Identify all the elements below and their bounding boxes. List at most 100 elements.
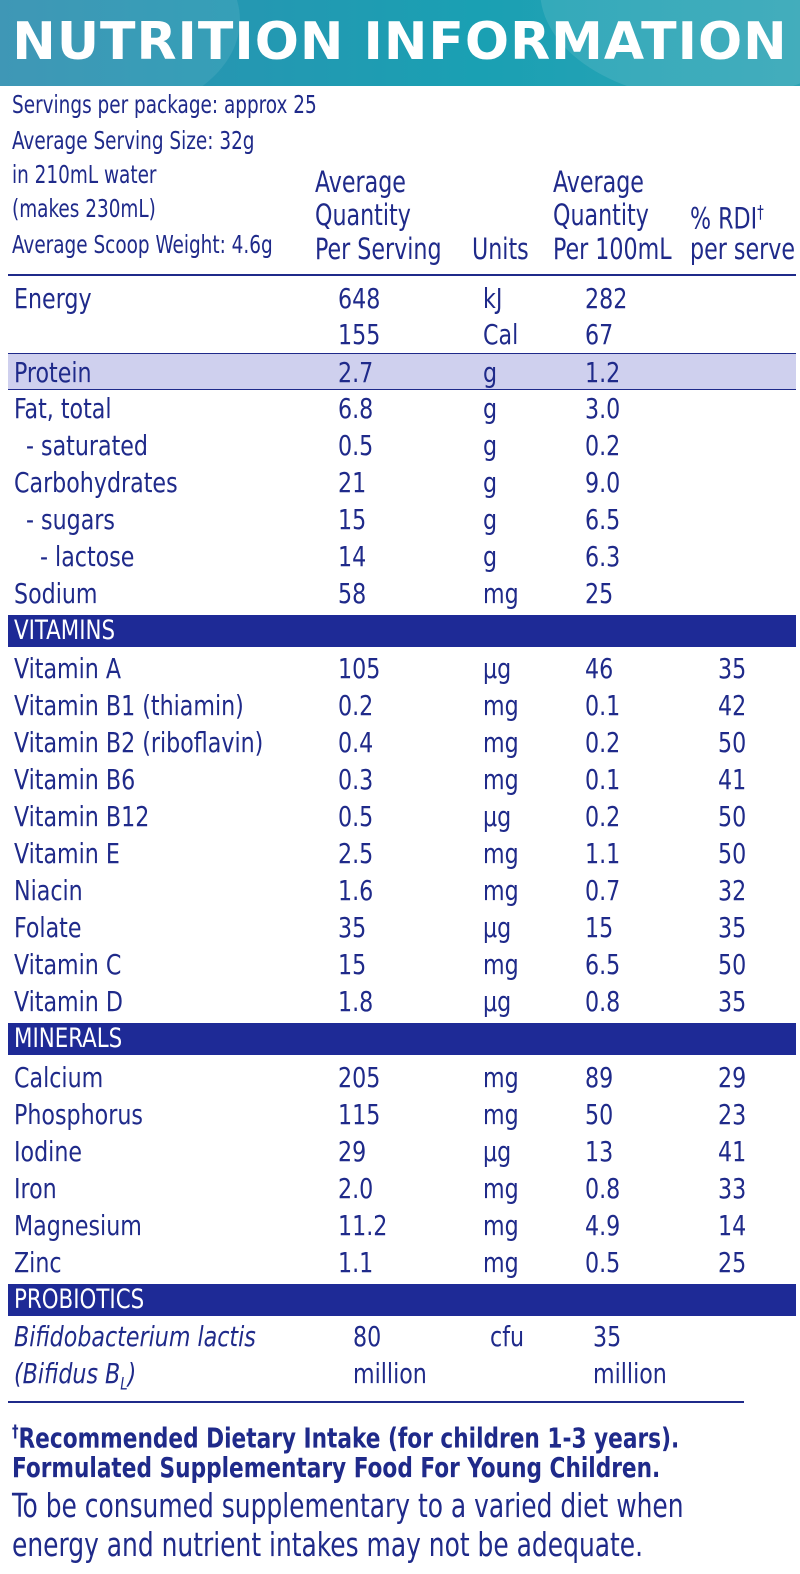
rdi-percent: 50 [718, 800, 747, 833]
nutrient-row-protein: Protein 2.7 g 1.2 [8, 353, 796, 390]
rdi-percent: 41 [718, 1135, 747, 1168]
value-per-100ml: 6.3 [585, 540, 621, 573]
footnote-rdi: †Recommended Dietary Intake (for childre… [12, 1421, 680, 1455]
nutrient-name: Vitamin D [14, 985, 123, 1018]
unit: µg [483, 911, 512, 944]
vitamin-row: Vitamin B6 0.3 mg 0.1 41 [8, 761, 796, 798]
unit: µg [483, 652, 512, 685]
value-per-serving: 0.4 [338, 726, 374, 759]
rdi-percent: 42 [718, 689, 747, 722]
nutrient-name: Vitamin B2 (riboflavin) [14, 726, 264, 759]
value-per-100ml: 0.2 [585, 800, 621, 833]
rdi-percent: 23 [718, 1098, 747, 1131]
value-per-serving: 2.7 [338, 356, 374, 389]
value-per-100ml: 0.5 [585, 1246, 621, 1279]
footer-divider [8, 1401, 744, 1403]
unit: mg [483, 1246, 519, 1279]
nutrient-row-lactose: - lactose 14 g 6.3 [8, 538, 796, 575]
nutrient-name: - saturated [26, 429, 149, 462]
rdi-percent: 50 [718, 948, 747, 981]
value-per-100ml: 0.8 [585, 985, 621, 1018]
value-per-100ml: 0.1 [585, 689, 621, 722]
value-per-100ml: 0.8 [585, 1172, 621, 1205]
unit: kJ [483, 282, 503, 315]
vitamin-row: Vitamin A 105 µg 46 35 [8, 650, 796, 687]
nutrient-name: Vitamin E [14, 837, 120, 870]
nutrient-row-carbohydrates: Carbohydrates 21 g 9.0 [8, 464, 796, 501]
unit: µg [483, 985, 512, 1018]
nutrient-name: - sugars [26, 503, 115, 536]
nutrient-name: - lactose [40, 540, 135, 573]
col-per100-line3: Per 100mL [553, 232, 672, 266]
col-serving-line2: Quantity [315, 198, 411, 232]
col-per100-line1: Average [553, 165, 644, 199]
value-per-100ml: 1.1 [585, 837, 621, 870]
nutrient-name: Energy [14, 282, 92, 315]
value-per-100ml: 1.2 [585, 356, 621, 389]
rdi-percent: 25 [718, 1246, 747, 1279]
vitamin-row: Vitamin B1 (thiamin) 0.2 mg 0.1 42 [8, 687, 796, 724]
probiotic-strain: (Bifidus BL) [14, 1357, 137, 1394]
nutrient-name: Iodine [14, 1135, 83, 1168]
value-per-serving: 648 [338, 282, 381, 315]
servings-per-package: Servings per package: approx 25 [12, 90, 317, 119]
rdi-percent: 50 [718, 837, 747, 870]
value-per-serving: 155 [338, 318, 381, 351]
nutrient-row-energy-cal: 155 Cal 67 [8, 316, 796, 353]
nutrient-name: Vitamin A [14, 652, 122, 685]
value-per-100ml: 35 [593, 1320, 622, 1353]
rdi-percent: 35 [718, 911, 747, 944]
probiotic-row-line2: (Bifidus BL) million million [8, 1355, 796, 1394]
col-per100-line2: Quantity [553, 198, 649, 232]
mineral-row: Magnesium 11.2 mg 4.9 14 [8, 1207, 796, 1244]
footnote-product-type: Formulated Supplementary Food For Young … [12, 1451, 661, 1484]
value-per-serving: 35 [338, 911, 367, 944]
footnote-advice-line1: To be consumed supplementary to a varied… [12, 1486, 684, 1525]
unit: Cal [483, 318, 519, 351]
footnote-advice-line2: energy and nutrient intakes may not be a… [12, 1525, 644, 1564]
vitamin-row: Vitamin B2 (riboflavin) 0.4 mg 0.2 50 [8, 724, 796, 761]
nutrient-name: Vitamin B1 (thiamin) [14, 689, 244, 722]
rdi-percent: 29 [718, 1061, 747, 1094]
value-per-serving: 58 [338, 577, 367, 610]
nutrient-name: Zinc [14, 1246, 62, 1279]
value-per-serving: 205 [338, 1061, 381, 1094]
nutrient-name: Protein [14, 356, 92, 389]
nutrient-row-sugars: - sugars 15 g 6.5 [8, 501, 796, 538]
page-title: NUTRITION INFORMATION [12, 12, 788, 72]
value-per-serving: 14 [338, 540, 367, 573]
section-header-vitamins: VITAMINS [8, 615, 796, 647]
nutrient-name: Sodium [14, 577, 98, 610]
value-per-serving: 0.2 [338, 689, 374, 722]
value-per-serving: 15 [338, 948, 367, 981]
value-per-100ml: 9.0 [585, 466, 621, 499]
value-per-serving: 1.1 [338, 1246, 374, 1279]
mineral-row: Zinc 1.1 mg 0.5 25 [8, 1244, 796, 1281]
value-per-serving: 6.8 [338, 392, 374, 425]
mineral-row: Iron 2.0 mg 0.8 33 [8, 1170, 796, 1207]
value-per-100ml: 0.1 [585, 763, 621, 796]
nutrient-row-sodium: Sodium 58 mg 25 [8, 575, 796, 612]
value-per-serving: 1.8 [338, 985, 374, 1018]
value-per-100ml: 25 [585, 577, 614, 610]
vitamin-row: Vitamin E 2.5 mg 1.1 50 [8, 835, 796, 872]
vitamin-row: Vitamin C 15 mg 6.5 50 [8, 946, 796, 983]
unit: g [483, 503, 498, 536]
unit: mg [483, 1098, 519, 1131]
rdi-percent: 14 [718, 1209, 747, 1242]
nutrient-name: Fat, total [14, 392, 112, 425]
serving-size: Average Serving Size: 32g [12, 126, 255, 155]
nutrient-name: Iron [14, 1172, 57, 1205]
unit: g [483, 466, 498, 499]
nutrient-name: Vitamin C [14, 948, 122, 981]
col-rdi-line2: per serve [690, 232, 795, 266]
nutrient-row-saturated: - saturated 0.5 g 0.2 [8, 427, 796, 464]
unit: mg [483, 577, 519, 610]
rdi-percent: 50 [718, 726, 747, 759]
vitamin-row: Vitamin B12 0.5 µg 0.2 50 [8, 798, 796, 835]
unit: mg [483, 837, 519, 870]
probiotic-row-line1: Bifidobacterium lactis 80 cfu 35 [8, 1318, 796, 1355]
value-per-serving: 11.2 [338, 1209, 388, 1242]
unit: g [483, 392, 498, 425]
makes-amount: (makes 230mL) [12, 194, 156, 223]
